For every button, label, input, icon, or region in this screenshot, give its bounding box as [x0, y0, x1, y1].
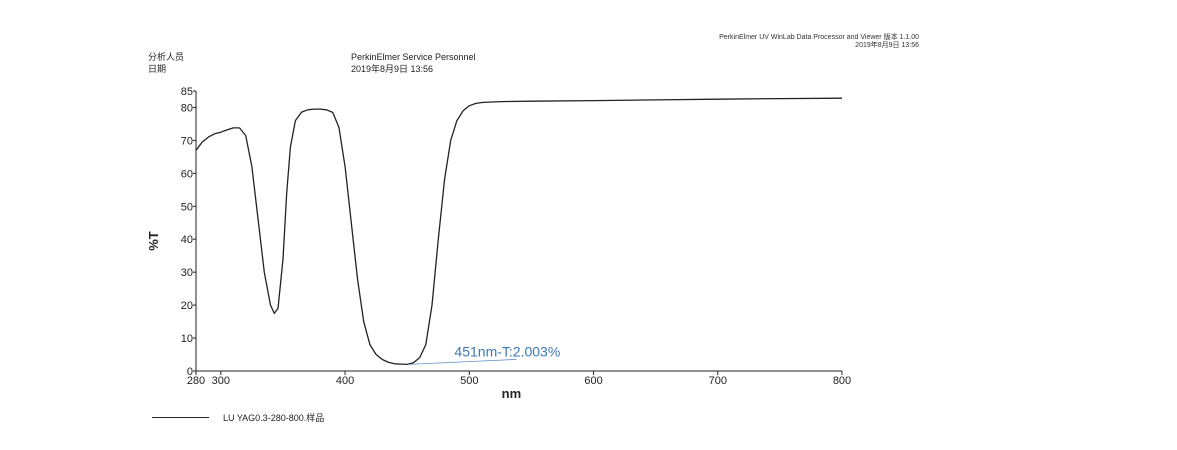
chart-axes — [195, 91, 842, 372]
date-label: 日期 — [148, 64, 167, 74]
report-header: PerkinElmer UV WinLab Data Processor and… — [719, 34, 919, 50]
meta-labels: 分析人员 日期 — [148, 51, 184, 75]
annotation-label: 451nm-T:2.003% — [454, 343, 560, 359]
chart-annotations: 451nm-T:2.003% — [408, 343, 560, 365]
y-tick-label: 10 — [181, 333, 193, 345]
legend-label: LU YAG0.3-280-800.样品 — [223, 413, 325, 423]
y-axis-label: %T — [146, 231, 161, 251]
y-tick-label: 40 — [181, 234, 193, 246]
annotation-leader — [408, 359, 517, 365]
y-tick-label: 80 — [181, 102, 193, 114]
x-axis-label: nm — [502, 386, 522, 401]
chart-legend: LU YAG0.3-280-800.样品 — [152, 411, 324, 424]
chart-series — [195, 97, 843, 366]
y-tick-label: 0 — [187, 366, 193, 378]
x-tick-label: 300 — [212, 375, 230, 387]
date-value: 2019年8月9日 13:56 — [351, 64, 434, 74]
y-tick-label: 85 — [181, 86, 193, 98]
x-tick-label: 280 — [187, 375, 205, 387]
y-tick-label: 30 — [181, 267, 193, 279]
analyst-label: 分析人员 — [148, 52, 185, 62]
legend-swatch — [152, 417, 209, 418]
y-tick-label: 70 — [181, 135, 193, 147]
software-version: PerkinElmer UV WinLab Data Processor and… — [719, 34, 919, 41]
x-tick-label: 600 — [584, 375, 602, 387]
analyst-value: PerkinElmer Service Personnel — [351, 52, 476, 62]
x-tick-label: 700 — [709, 375, 727, 387]
y-tick-label: 50 — [181, 201, 193, 213]
x-tick-label: 500 — [460, 375, 478, 387]
y-tick-label: 60 — [181, 168, 193, 180]
x-tick-label: 800 — [833, 375, 851, 387]
x-tick-label: 400 — [336, 375, 354, 387]
print-timestamp: 2019年8月9日 13:56 — [855, 42, 919, 49]
spectrum-line — [195, 97, 843, 366]
meta-values: PerkinElmer Service Personnel 2019年8月9日 … — [351, 51, 476, 75]
chart-ticks: 0 10 20 30 40 50 60 70 80 85 280 300 400 500 600 700 800 — [181, 86, 851, 387]
y-tick-label: 20 — [181, 300, 193, 312]
